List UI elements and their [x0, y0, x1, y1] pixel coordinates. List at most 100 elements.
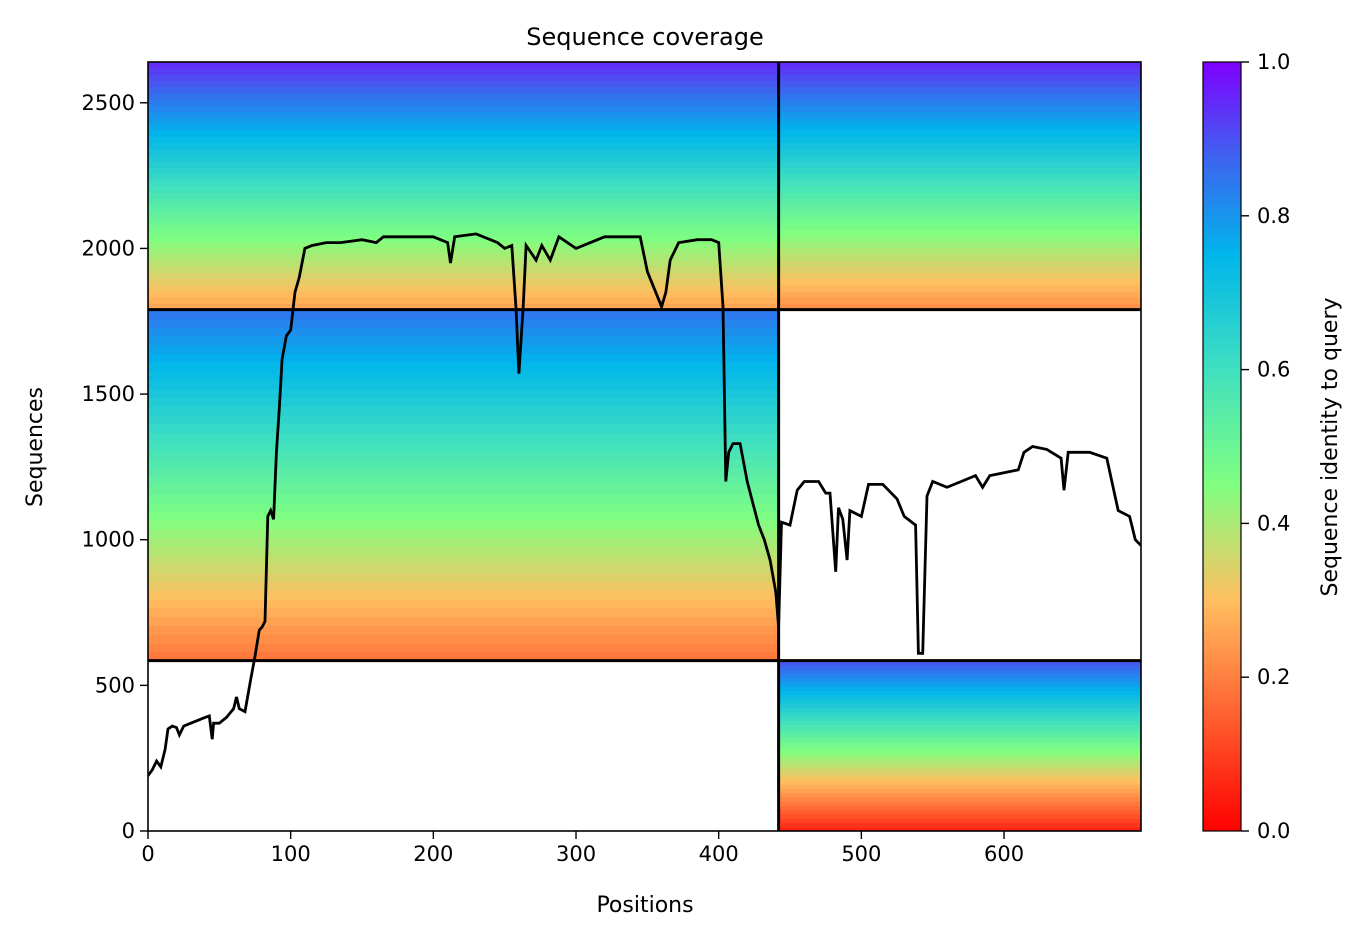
- x-tick-label: 500: [841, 842, 881, 866]
- msa-band: [148, 458, 779, 469]
- msa-band: [148, 86, 779, 94]
- colorbar: [1202, 61, 1242, 832]
- msa-band: [148, 379, 779, 390]
- x-tick-label: 100: [271, 842, 311, 866]
- msa-band: [148, 185, 779, 193]
- msa-band: [148, 651, 779, 662]
- msa-band: [778, 198, 1141, 205]
- msa-band: [778, 105, 1141, 113]
- colorbar-tick-label: 0.2: [1257, 665, 1290, 689]
- msa-band: [778, 737, 1141, 743]
- msa-band: [778, 813, 1141, 819]
- msa-band: [148, 130, 779, 137]
- msa-band: [148, 335, 779, 346]
- msa-band: [778, 130, 1141, 137]
- msa-band: [778, 779, 1141, 785]
- msa-band: [148, 92, 779, 100]
- x-tick-label: 600: [984, 842, 1024, 866]
- msa-band: [148, 260, 779, 267]
- msa-band: [778, 191, 1141, 199]
- msa-band: [148, 111, 779, 119]
- msa-band: [148, 68, 779, 75]
- msa-band: [148, 493, 779, 504]
- msa-band: [778, 669, 1141, 674]
- msa-band: [148, 173, 779, 181]
- msa-band: [148, 572, 779, 583]
- msa-band: [148, 441, 779, 451]
- msa-band: [778, 711, 1141, 717]
- msa-band: [148, 136, 779, 144]
- msa-band: [148, 432, 779, 442]
- msa-band: [148, 414, 779, 425]
- msa-band: [148, 564, 779, 574]
- colorbar-ticks: 0.0 0.2 0.4 0.6 0.8 1.0: [1241, 50, 1290, 843]
- msa-band: [148, 148, 779, 156]
- plot-frame: [147, 61, 1142, 832]
- msa-band: [148, 406, 779, 416]
- msa-band: [778, 690, 1141, 696]
- msa-band: [148, 105, 779, 113]
- msa-band: [778, 677, 1141, 683]
- msa-band: [778, 260, 1141, 267]
- group-boundaries: [148, 62, 1141, 831]
- msa-band: [148, 62, 779, 69]
- msa-band: [148, 272, 779, 280]
- msa-band: [148, 117, 779, 125]
- msa-band: [148, 388, 779, 398]
- msa-band: [778, 703, 1141, 709]
- msa-band: [778, 216, 1141, 224]
- msa-band: [148, 216, 779, 224]
- msa-band: [148, 511, 779, 521]
- x-tick-label: 400: [699, 842, 739, 866]
- msa-band: [778, 235, 1141, 243]
- msa-band: [778, 796, 1141, 802]
- msa-band: [148, 303, 779, 311]
- msa-band: [778, 179, 1141, 187]
- msa-band: [778, 92, 1141, 100]
- msa-band: [778, 801, 1141, 807]
- msa-band: [778, 68, 1141, 75]
- x-tick-label: 300: [556, 842, 596, 866]
- msa-band: [778, 784, 1141, 789]
- msa-band: [148, 266, 779, 274]
- msa-band: [778, 210, 1141, 218]
- coverage-line: [148, 232, 1141, 777]
- msa-band: [148, 284, 779, 292]
- msa-band: [148, 581, 779, 591]
- msa-band: [778, 167, 1141, 175]
- msa-band: [778, 148, 1141, 156]
- msa-band: [778, 142, 1141, 150]
- msa-band: [148, 397, 779, 407]
- msa-band: [148, 291, 779, 298]
- y-axis-label: Sequences: [23, 387, 48, 507]
- msa-band: [778, 792, 1141, 798]
- chart-title: Sequence coverage: [526, 23, 763, 51]
- msa-band: [778, 303, 1141, 311]
- y-axis-ticks: 0 500 1000 1500 2000 2500: [82, 91, 148, 843]
- msa-band: [148, 278, 779, 286]
- msa-band: [778, 99, 1141, 106]
- msa-band: [778, 253, 1141, 261]
- msa-band: [778, 123, 1141, 131]
- msa-band: [148, 179, 779, 187]
- msa-band: [148, 344, 779, 355]
- msa-band: [778, 117, 1141, 125]
- msa-band: [778, 686, 1141, 692]
- msa-band: [148, 590, 779, 600]
- msa-band: [778, 62, 1141, 69]
- msa-band: [778, 681, 1141, 687]
- msa-band: [148, 167, 779, 175]
- msa-band: [148, 161, 779, 168]
- msa-band: [148, 362, 779, 372]
- msa-band: [778, 775, 1141, 781]
- msa-band: [148, 247, 779, 255]
- msa-band: [778, 241, 1141, 249]
- msa-band: [148, 99, 779, 106]
- msa-band: [148, 204, 779, 212]
- colorbar-tick-label: 0.4: [1257, 511, 1290, 535]
- msa-band: [148, 80, 779, 88]
- msa-band: [148, 599, 779, 609]
- x-tick-label: 0: [141, 842, 154, 866]
- msa-band: [148, 607, 779, 618]
- msa-band: [778, 660, 1141, 666]
